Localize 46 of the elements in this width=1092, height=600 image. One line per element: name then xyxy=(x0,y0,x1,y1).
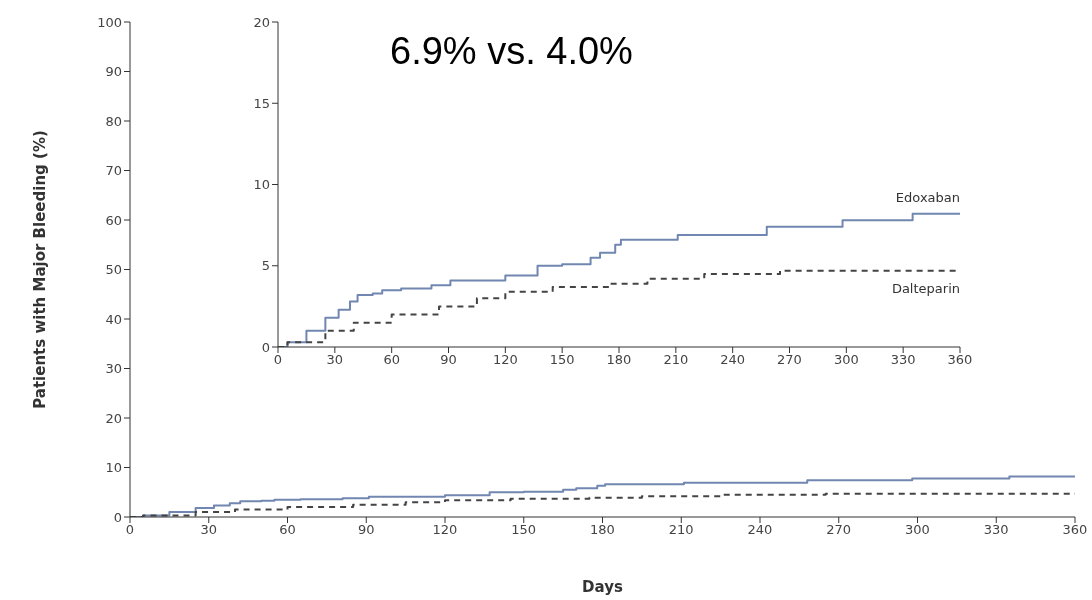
x-tick-label: 210 xyxy=(668,522,694,538)
x-tick-label: 150 xyxy=(511,522,537,538)
x-tick-label: 30 xyxy=(326,352,344,368)
x-tick-label: 360 xyxy=(947,352,973,368)
y-tick-label: 90 xyxy=(105,64,122,80)
x-tick-label: 60 xyxy=(279,522,296,538)
x-tick-label: 180 xyxy=(590,522,615,538)
y-tick-label: 80 xyxy=(105,113,122,129)
series-label: Edoxaban xyxy=(895,189,960,205)
annotation: 6.9% vs. 4.0% xyxy=(390,30,633,73)
x-tick-label: 180 xyxy=(606,352,632,368)
x-tick-label: 90 xyxy=(440,352,457,368)
x-tick-label: 150 xyxy=(549,352,575,368)
x-tick-label: 60 xyxy=(383,352,400,368)
y-tick-label: 70 xyxy=(105,163,122,179)
y-tick-label: 20 xyxy=(105,410,122,426)
x-tick-label: 90 xyxy=(357,522,375,538)
y-tick-label: 10 xyxy=(105,460,122,476)
x-tick-label: 270 xyxy=(826,522,852,538)
y-tick-label: 0 xyxy=(261,339,270,355)
x-tick-label: 30 xyxy=(200,522,218,538)
y-tick-label: 60 xyxy=(105,212,122,228)
x-tick-label: 330 xyxy=(983,522,1009,538)
y-tick-label: 5 xyxy=(261,258,270,274)
x-tick-label: 0 xyxy=(125,522,135,538)
y-axis-title: Patients with Major Bleeding (%) xyxy=(31,130,50,409)
x-tick-label: 240 xyxy=(720,352,746,368)
y-tick-label: 20 xyxy=(253,14,270,30)
y-tick-label: 50 xyxy=(105,262,122,278)
x-tick-label: 360 xyxy=(1062,522,1088,538)
x-tick-label: 210 xyxy=(663,352,689,368)
x-tick-label: 120 xyxy=(492,352,518,368)
series-label: Dalteparin xyxy=(891,280,960,296)
y-tick-label: 40 xyxy=(105,311,122,327)
x-tick-label: 240 xyxy=(747,522,773,538)
x-tick-label: 270 xyxy=(777,352,802,368)
x-axis-title: Days xyxy=(582,578,623,596)
x-tick-label: 300 xyxy=(833,352,859,368)
x-tick-label: 330 xyxy=(890,352,916,368)
y-tick-label: 0 xyxy=(113,509,122,525)
x-tick-label: 0 xyxy=(273,352,283,368)
x-tick-label: 120 xyxy=(432,522,458,538)
y-tick-label: 15 xyxy=(253,95,270,111)
y-tick-label: 100 xyxy=(97,14,122,30)
y-tick-label: 10 xyxy=(253,177,270,193)
x-tick-label: 300 xyxy=(905,522,930,538)
